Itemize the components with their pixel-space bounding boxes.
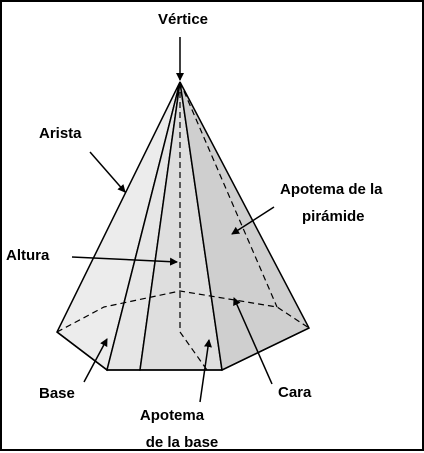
callout-arrows [71,37,275,403]
base-apothem-label-line2: de la base [146,434,219,451]
face-arrow [233,297,273,385]
base-arrow [83,338,108,383]
face-label: Cara [278,384,312,401]
pyramid-apothem-arrow [231,206,275,235]
edge-label: Arista [39,125,82,142]
base-apothem-label-line1: Apotema [140,407,205,424]
base-outline [56,327,310,371]
pyramid-apothem-label-line1: Apotema de la [280,181,383,198]
hidden-edges [56,81,310,371]
base-apothem-arrow [199,339,212,403]
edge-arrow [89,151,126,193]
pyramid-apothem-label-line2: pirámide [302,208,365,225]
height-arrow [71,256,178,266]
base-label: Base [39,385,75,402]
vertex-label: Vértice [158,11,208,28]
height-label: Altura [6,247,50,264]
